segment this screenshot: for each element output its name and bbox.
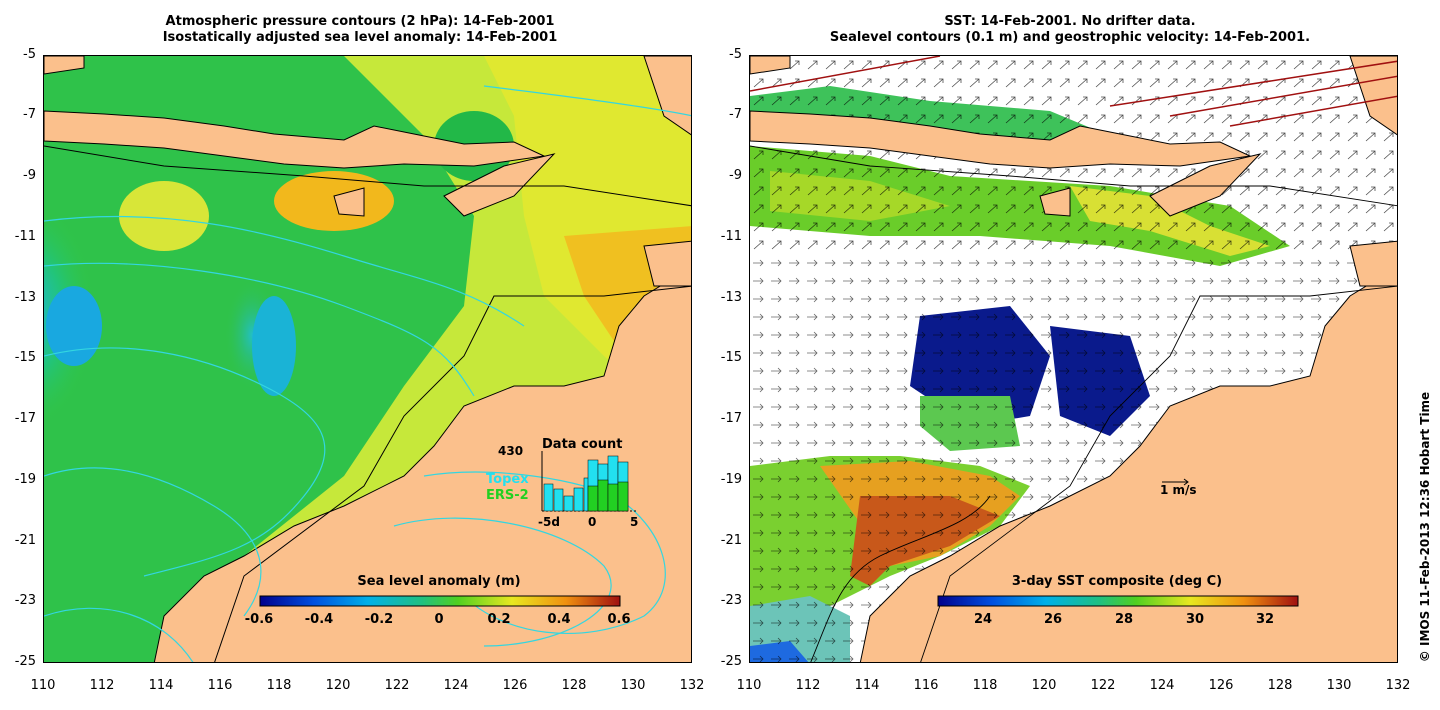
right-ytick-9: -23 bbox=[720, 593, 742, 608]
legend-ers2: ERS-2 bbox=[486, 488, 529, 503]
right-xtick-10: 130 bbox=[1326, 678, 1352, 693]
left-cbar-tick-6: 0.6 bbox=[607, 612, 631, 627]
legend-topex: Topex bbox=[486, 472, 529, 487]
inset-x-label-2: 5 bbox=[630, 515, 639, 529]
velocity-scale-arrow bbox=[1162, 478, 1189, 486]
indonesian-islands bbox=[44, 110, 546, 169]
right-cbar-tick-0: 24 bbox=[973, 612, 993, 627]
right-xtick-0: 110 bbox=[736, 678, 762, 693]
velocity-scale-label: 1 m/s bbox=[1160, 483, 1197, 497]
left-ytick-4: -13 bbox=[14, 290, 36, 305]
right-cbar-tick-2: 28 bbox=[1114, 612, 1134, 627]
inset-title: Data count bbox=[542, 437, 623, 452]
right-ytick-4: -13 bbox=[720, 290, 742, 305]
left-xtick-11: 132 bbox=[679, 678, 705, 693]
left-xtick-4: 118 bbox=[266, 678, 292, 693]
sea-level-colorbar bbox=[259, 595, 621, 607]
left-xtick-0: 110 bbox=[30, 678, 56, 693]
inset-x-label-0: -5d bbox=[538, 515, 560, 529]
left-ytick-2: -9 bbox=[23, 168, 36, 183]
right-ytick-7: -19 bbox=[720, 472, 742, 487]
right-xtick-7: 124 bbox=[1149, 678, 1175, 693]
inset-max-label: 430 bbox=[498, 444, 524, 458]
left-title-line2: Isostatically adjusted sea level anomaly… bbox=[162, 30, 558, 45]
sst-velocity-map bbox=[749, 55, 1398, 663]
right-colorbar-title: 3-day SST composite (deg C) bbox=[1011, 574, 1223, 589]
right-xtick-3: 116 bbox=[913, 678, 939, 693]
left-ytick-9: -23 bbox=[14, 593, 36, 608]
left-cbar-tick-5: 0.4 bbox=[547, 612, 571, 627]
right-xtick-2: 114 bbox=[854, 678, 880, 693]
left-ytick-1: -7 bbox=[23, 107, 36, 122]
right-ytick-10: -25 bbox=[720, 654, 742, 669]
australia-land bbox=[153, 266, 691, 662]
right-ytick-3: -11 bbox=[720, 229, 742, 244]
left-xtick-6: 122 bbox=[384, 678, 410, 693]
right-ytick-5: -15 bbox=[720, 350, 742, 365]
timor-island bbox=[443, 153, 556, 217]
right-ytick-1: -7 bbox=[729, 107, 742, 122]
left-xtick-3: 116 bbox=[207, 678, 233, 693]
right-title-line2: Sealevel contours (0.1 m) and geostrophi… bbox=[829, 30, 1311, 45]
left-xtick-8: 126 bbox=[502, 678, 528, 693]
right-cbar-tick-1: 26 bbox=[1043, 612, 1063, 627]
left-ytick-6: -17 bbox=[14, 411, 36, 426]
right-title-line1: SST: 14-Feb-2001. No drifter data. bbox=[944, 14, 1196, 29]
left-xtick-5: 120 bbox=[325, 678, 351, 693]
left-colorbar-title: Sea level anomaly (m) bbox=[357, 574, 521, 589]
right-xtick-4: 118 bbox=[972, 678, 998, 693]
australia-land-right bbox=[859, 266, 1397, 662]
right-ytick-6: -17 bbox=[720, 411, 742, 426]
left-xtick-2: 114 bbox=[148, 678, 174, 693]
left-ytick-3: -11 bbox=[14, 229, 36, 244]
left-title-line1: Atmospheric pressure contours (2 hPa): 1… bbox=[165, 14, 555, 29]
right-xtick-11: 132 bbox=[1385, 678, 1411, 693]
left-cbar-tick-4: 0.2 bbox=[487, 612, 511, 627]
left-ytick-0: -5 bbox=[23, 47, 36, 62]
data-count-inset bbox=[541, 451, 636, 512]
left-xtick-10: 130 bbox=[620, 678, 646, 693]
left-cbar-tick-2: -0.2 bbox=[364, 612, 394, 627]
sst-colorbar bbox=[937, 595, 1299, 607]
left-ytick-8: -21 bbox=[14, 533, 36, 548]
pressure-contours bbox=[44, 85, 691, 662]
sea-level-contours bbox=[750, 145, 1397, 662]
left-xtick-1: 112 bbox=[89, 678, 115, 693]
right-cbar-tick-3: 30 bbox=[1185, 612, 1205, 627]
left-xtick-7: 124 bbox=[443, 678, 469, 693]
indonesian-islands-right bbox=[750, 110, 1252, 169]
right-xtick-8: 126 bbox=[1208, 678, 1234, 693]
right-xtick-9: 128 bbox=[1267, 678, 1293, 693]
red-streaks bbox=[750, 56, 1397, 127]
left-cbar-tick-0: -0.6 bbox=[244, 612, 274, 627]
left-ytick-5: -15 bbox=[14, 350, 36, 365]
right-ytick-0: -5 bbox=[729, 47, 742, 62]
right-ytick-8: -21 bbox=[720, 533, 742, 548]
right-xtick-6: 122 bbox=[1090, 678, 1116, 693]
left-ytick-7: -19 bbox=[14, 472, 36, 487]
sea-level-anomaly-map bbox=[43, 55, 692, 663]
right-xtick-5: 120 bbox=[1031, 678, 1057, 693]
copyright-text: © IMOS 11-Feb-2013 12:36 Hobart Time bbox=[1417, 391, 1432, 663]
left-ytick-10: -25 bbox=[14, 654, 36, 669]
left-cbar-tick-1: -0.4 bbox=[304, 612, 334, 627]
right-ytick-2: -9 bbox=[729, 168, 742, 183]
left-xtick-9: 128 bbox=[561, 678, 587, 693]
left-cbar-tick-3: 0 bbox=[434, 612, 444, 627]
right-xtick-1: 112 bbox=[795, 678, 821, 693]
right-cbar-tick-4: 32 bbox=[1255, 612, 1275, 627]
inset-x-label-1: 0 bbox=[588, 515, 597, 529]
